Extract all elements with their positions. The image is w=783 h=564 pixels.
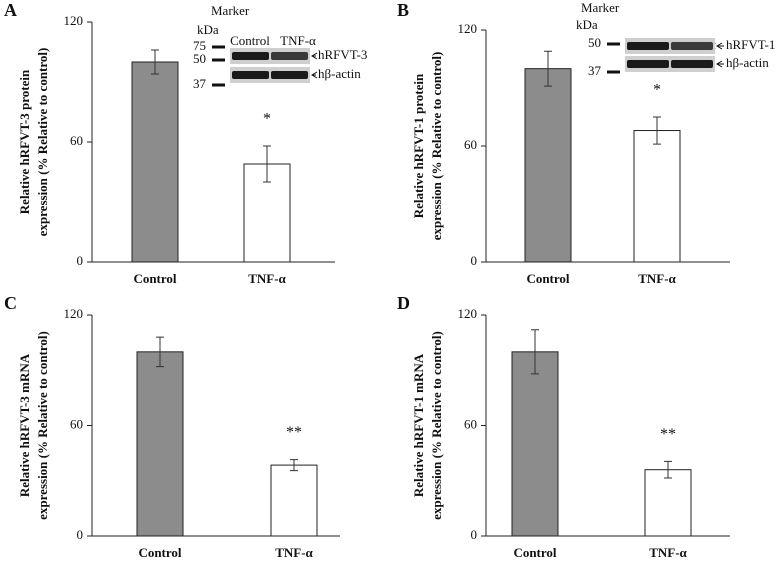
error-bar	[664, 460, 672, 479]
y-tick-label: 60	[464, 416, 477, 431]
y-axis-label: expression (% Relative to control)	[429, 52, 444, 241]
marker-title: kDa	[576, 17, 598, 32]
error-bar	[653, 116, 661, 145]
y-axis-label: expression (% Relative to control)	[35, 331, 50, 520]
bar	[131, 61, 179, 263]
band-arrow	[311, 71, 318, 79]
x-tick-label: TNF-α	[275, 545, 313, 560]
error-bar	[156, 336, 164, 368]
blot-band	[627, 42, 669, 50]
y-tick-label: 0	[471, 527, 478, 542]
blot-band	[671, 60, 713, 68]
band-label: hβ-actin	[726, 55, 769, 70]
marker-title: Marker	[581, 0, 620, 15]
blot-band	[671, 42, 713, 50]
blot-band	[271, 52, 308, 60]
x-tick-label: Control	[526, 271, 569, 286]
y-tick-label: 0	[471, 253, 478, 268]
bar	[633, 130, 681, 263]
y-axis-label: Relative hRFVT-1 protein	[411, 73, 426, 218]
lane-label: Control	[230, 33, 270, 48]
panel-label: A	[4, 0, 17, 20]
panel-label: B	[397, 0, 409, 20]
band-label: hRFVT-1	[726, 37, 775, 52]
y-tick-label: 0	[77, 253, 84, 268]
x-tick-label: TNF-α	[638, 271, 676, 286]
significance: *	[263, 111, 271, 128]
bar	[524, 68, 572, 263]
y-axis-label: expression (% Relative to control)	[35, 48, 50, 237]
x-tick-label: Control	[133, 271, 176, 286]
y-tick-label: 120	[458, 306, 478, 321]
x-tick-label: Control	[138, 545, 181, 560]
x-tick-label: TNF-α	[649, 545, 687, 560]
y-tick-label: 60	[70, 416, 83, 431]
marker-size: 50	[193, 51, 206, 66]
bar	[136, 351, 184, 537]
band-arrow	[311, 52, 318, 60]
x-tick-label: Control	[513, 545, 556, 560]
panel-label: D	[397, 293, 410, 313]
bar	[270, 464, 318, 537]
y-tick-label: 60	[464, 137, 477, 152]
band-label: hβ-actin	[318, 66, 361, 81]
y-axis-label: Relative hRFVT-1 mRNA	[411, 353, 426, 497]
panel-label: C	[4, 293, 17, 313]
x-tick-label: TNF-α	[248, 271, 286, 286]
error-bar	[290, 459, 298, 472]
band-arrow	[716, 42, 724, 50]
marker-size: 37	[588, 63, 602, 78]
y-axis-label: Relative hRFVT-3 protein	[17, 69, 32, 214]
bar	[511, 351, 559, 537]
error-bar	[544, 50, 552, 87]
y-tick-label: 60	[70, 133, 83, 148]
lane-label: TNF-α	[280, 33, 316, 48]
error-bar	[263, 145, 271, 183]
marker-title: kDa	[197, 22, 219, 37]
error-bar	[151, 49, 159, 75]
y-tick-label: 0	[77, 527, 84, 542]
blot-band	[627, 60, 669, 68]
band-label: hRFVT-3	[318, 47, 367, 62]
y-axis-label: Relative hRFVT-3 mRNA	[17, 353, 32, 497]
y-axis-label: expression (% Relative to control)	[429, 331, 444, 520]
blot-band	[271, 71, 308, 79]
marker-size: 75	[193, 38, 206, 53]
marker-size: 50	[588, 35, 601, 50]
y-tick-label: 120	[64, 306, 84, 321]
blot-band	[232, 52, 269, 60]
significance: **	[286, 424, 302, 441]
significance: *	[653, 82, 661, 99]
marker-title: Marker	[211, 3, 250, 18]
y-tick-label: 120	[64, 13, 84, 28]
marker-size: 37	[193, 76, 207, 91]
bar	[644, 469, 692, 537]
band-arrow	[716, 60, 724, 68]
significance: **	[660, 426, 676, 443]
blot-band	[232, 71, 269, 79]
error-bar	[531, 329, 539, 375]
y-tick-label: 120	[458, 21, 478, 36]
